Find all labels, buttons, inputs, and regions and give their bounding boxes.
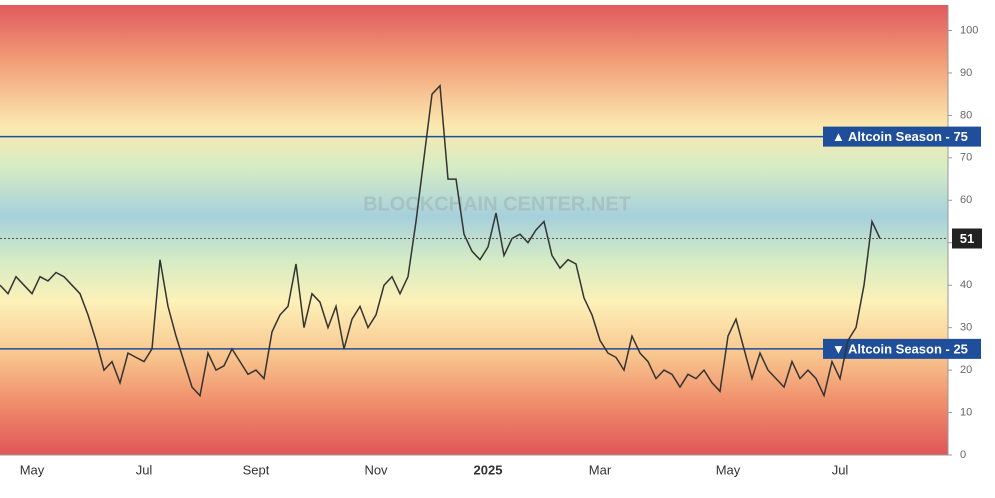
x-tick-label: Mar bbox=[589, 462, 612, 477]
x-tick-label: 2025 bbox=[474, 462, 503, 477]
y-tick-label: 10 bbox=[960, 406, 972, 418]
threshold-label: ▼ Altcoin Season - 25 bbox=[832, 341, 968, 356]
last-value-bg bbox=[952, 228, 982, 249]
y-tick-label: 0 bbox=[960, 449, 966, 461]
y-tick-label: 20 bbox=[960, 364, 972, 376]
watermark: BLOCKCHAIN CENTER.NET bbox=[363, 193, 631, 215]
x-tick-label: Jul bbox=[832, 462, 849, 477]
last-value-label: 51 bbox=[960, 231, 974, 246]
y-tick-label: 80 bbox=[960, 109, 972, 121]
threshold-label-bg bbox=[823, 126, 981, 147]
y-tick-label: 30 bbox=[960, 322, 972, 334]
x-tick-label: Jul bbox=[136, 462, 153, 477]
series-line bbox=[0, 83, 881, 398]
background-band bbox=[0, 5, 948, 455]
y-tick-label: 90 bbox=[960, 67, 972, 79]
y-tick-label: 60 bbox=[960, 194, 972, 206]
threshold-label: ▲ Altcoin Season - 75 bbox=[832, 129, 968, 144]
y-tick-label: 40 bbox=[960, 279, 972, 291]
x-tick-label: Sept bbox=[243, 462, 270, 477]
threshold-label-bg bbox=[823, 338, 981, 359]
x-tick-label: May bbox=[20, 462, 45, 477]
y-tick-label: 100 bbox=[960, 24, 978, 36]
x-tick-label: May bbox=[716, 462, 741, 477]
y-tick-label: 70 bbox=[960, 152, 972, 164]
x-tick-label: Nov bbox=[364, 462, 388, 477]
